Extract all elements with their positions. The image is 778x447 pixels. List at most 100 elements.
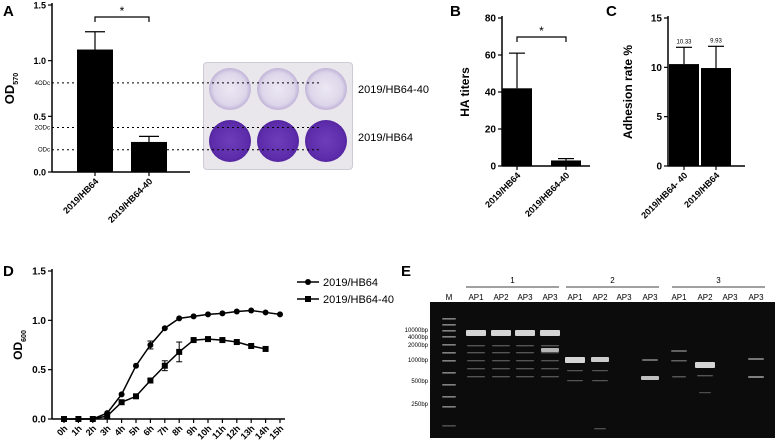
x-tick-label: 6h [141,423,156,438]
gel-band [492,360,510,362]
gel-band [591,357,609,362]
y-tick-label: 20 [485,125,497,136]
gel-band [492,345,510,347]
gel-band [467,352,485,354]
ladder-band [442,396,456,398]
gel-band [671,360,687,362]
x-tick-label: 5h [127,423,142,438]
gel-marker-label: 2000bp [408,343,429,349]
data-point [190,337,197,344]
bar [701,68,731,166]
ladder-band [442,330,456,332]
gel-band [565,357,585,363]
data-point [233,308,240,315]
gel-lane-label: AP2 [493,293,509,302]
gel-band [594,428,606,430]
data-point [104,413,111,420]
bar [77,49,113,172]
gel-band [516,360,534,362]
data-point [161,325,168,332]
panel-letter-e: E [401,263,411,280]
data-point [176,315,183,322]
ladder-band [442,406,456,408]
gel-group-label: 3 [716,276,721,285]
gel-band [541,368,559,370]
data-point [61,416,67,422]
y-tick-label: 5 [656,112,662,123]
y-tick-label: 80 [485,14,497,25]
data-point [219,310,226,317]
y-tick-label: 0.0 [33,168,46,178]
panel-letter-d: D [3,263,14,280]
bar [551,160,581,166]
y-tick-label: 1.5 [33,1,46,11]
gel-marker-label: 1000bp [408,358,429,364]
y-tick-label: 10 [651,63,663,74]
legend-label: 2019/HB64 [323,277,378,289]
data-point [205,336,211,343]
x-tick-label: 2019/HB64- 40 [639,170,689,220]
x-tick-label: 0h [55,423,70,438]
gel-band [592,370,608,372]
plate-label-top: 2019/HB64-40 [358,84,429,96]
plate-well [305,68,347,110]
gel-marker-label: 500bp [411,379,428,385]
x-tick-label: 7h [156,423,171,438]
significance-marker: * [539,24,544,38]
y-axis-label: OD570 [2,73,20,104]
x-tick-label: 2019/HB64 [61,176,100,215]
plate-label-bottom: 2019/HB64 [358,132,413,144]
gel-lane-label: AP1 [567,293,583,302]
gel-marker-label: 4000bp [408,335,429,341]
x-tick-label: 8h [170,423,185,438]
gel-band [466,330,486,336]
y-tick-label: 0.5 [33,112,46,122]
gel-image [430,302,775,438]
gel-band [695,362,715,368]
significance-bracket [94,16,150,22]
gel-band [516,368,534,370]
reference-line-label: 2ODc [35,125,50,131]
bar [669,64,699,166]
gel-band [467,360,485,362]
data-label: 9.93 [710,38,722,44]
reference-line-label: ODc [38,148,50,154]
data-point [161,362,168,369]
gel-band [541,345,559,347]
ladder-band [442,318,456,320]
data-point [133,362,139,369]
gel-marker-label: 250bp [411,402,428,408]
gel-band [467,368,485,370]
panel-letter-a: A [3,3,14,20]
gel-band [541,360,559,362]
data-point [147,377,154,384]
gel-lane-label: AP3 [542,293,558,302]
significance-marker: * [120,4,125,18]
plate-well [209,68,251,110]
gel-band [491,330,511,336]
gel-band [748,376,764,378]
data-point [233,339,240,346]
gel-band [697,375,713,377]
data-point [248,307,255,314]
gel-band [567,370,583,372]
x-tick-label: 2h [84,423,99,438]
ladder-band [442,344,456,346]
gel-lane-label: AP3 [642,293,658,302]
legend-marker [305,279,311,285]
y-tick-label: 0.0 [32,415,46,426]
ladder-band [442,336,456,338]
gel-band [642,359,658,361]
y-axis-label-subscript: 600 [21,330,28,342]
y-axis-label: OD600 [11,330,28,360]
x-tick-label: 3h [98,423,113,438]
gel-band [671,350,687,352]
data-point [75,416,82,422]
y-tick-label: 1.0 [32,316,46,327]
y-axis-label: Adhesion rate % [621,45,635,139]
y-tick-label: 0 [656,162,662,173]
gel-band [467,345,485,347]
gel-lane-label: AP2 [697,293,713,302]
data-point [89,416,96,422]
